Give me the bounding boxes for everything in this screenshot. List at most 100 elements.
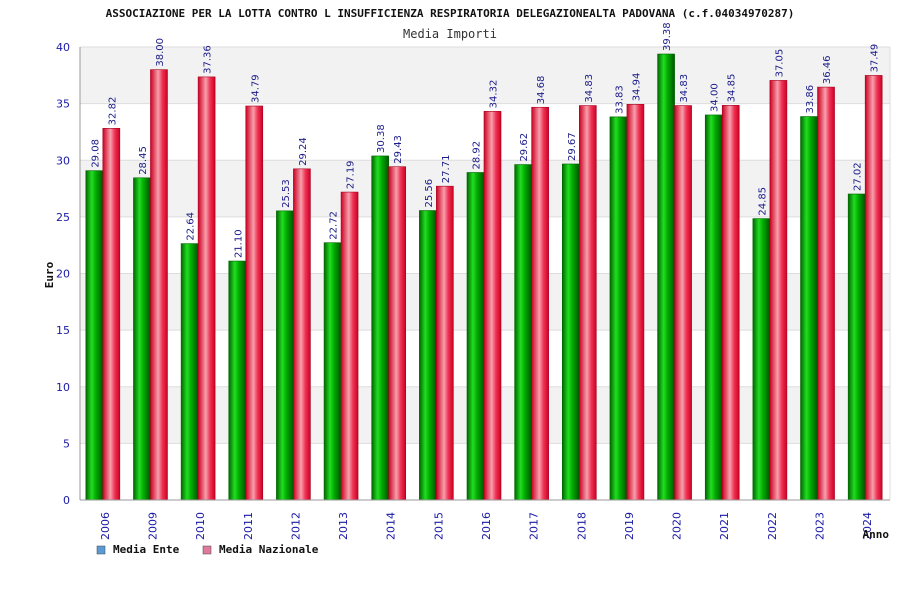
bar-media-nazionale-2014 bbox=[388, 166, 407, 501]
x-tick-label: 2012 bbox=[289, 512, 302, 540]
bar-media-nazionale-2009 bbox=[150, 69, 168, 501]
bar-value-label: 34.85 bbox=[727, 74, 738, 103]
bar-value-label: 32.82 bbox=[107, 97, 118, 126]
chart-title: ASSOCIAZIONE PER LA LOTTA CONTRO L INSUF… bbox=[106, 7, 795, 20]
legend-label-media-nazionale: Media Nazionale bbox=[219, 543, 319, 556]
bar-media-nazionale-2012 bbox=[293, 168, 311, 501]
x-tick-label: 2018 bbox=[575, 512, 588, 540]
bar-media-ente-2010 bbox=[180, 243, 199, 501]
x-tick-label: 2021 bbox=[718, 512, 731, 540]
bar-value-label: 21.10 bbox=[233, 229, 244, 258]
bar-media-ente-2017 bbox=[514, 164, 532, 501]
y-tick-label: 35 bbox=[56, 98, 70, 111]
bar-value-label: 34.00 bbox=[710, 83, 721, 112]
bar-value-label: 30.38 bbox=[376, 124, 387, 153]
y-tick-label: 25 bbox=[56, 211, 70, 224]
bar-media-ente-2013 bbox=[323, 242, 342, 501]
x-tick-label: 2011 bbox=[242, 512, 255, 540]
bar-value-label: 37.05 bbox=[774, 49, 785, 78]
bar-value-label: 27.19 bbox=[346, 160, 357, 189]
bar-media-ente-2006 bbox=[85, 170, 104, 501]
x-tick-label: 2016 bbox=[480, 512, 493, 540]
bar-media-ente-2016 bbox=[466, 172, 485, 501]
bar-media-nazionale-2016 bbox=[483, 111, 502, 501]
y-tick-label: 10 bbox=[56, 381, 70, 394]
bar-value-label: 34.83 bbox=[679, 74, 690, 103]
bar-value-label: 38.00 bbox=[155, 38, 166, 67]
x-tick-label: 2009 bbox=[146, 512, 159, 540]
y-tick-label: 20 bbox=[56, 268, 70, 281]
bar-value-label: 22.64 bbox=[186, 212, 197, 241]
bar-value-label: 27.02 bbox=[853, 162, 864, 191]
bar-value-labels: 29.08 32.82 28.45 38.00 22.64 37.36 21.10 34.79… bbox=[90, 22, 880, 258]
bar-media-ente-2018 bbox=[561, 163, 580, 501]
bar-media-ente-2022 bbox=[752, 218, 771, 501]
bar-media-nazionale-2011 bbox=[245, 105, 264, 501]
bar-value-label: 36.46 bbox=[822, 55, 833, 84]
bar-value-label: 33.83 bbox=[614, 85, 625, 114]
bar-value-label: 34.94 bbox=[631, 73, 642, 102]
bar-value-label: 22.72 bbox=[329, 211, 340, 240]
x-tick-label: 2024 bbox=[861, 512, 874, 540]
bar-value-label: 37.49 bbox=[870, 44, 881, 73]
bar-media-nazionale-2019 bbox=[626, 104, 645, 501]
bar-media-nazionale-2020 bbox=[674, 105, 692, 501]
bar-value-label: 39.38 bbox=[662, 22, 673, 51]
bar-media-nazionale-2017 bbox=[531, 106, 549, 501]
bar-value-label: 34.32 bbox=[489, 80, 500, 109]
bar-media-ente-2019 bbox=[609, 116, 628, 501]
bar-value-label: 34.83 bbox=[584, 74, 595, 103]
bar-value-label: 34.79 bbox=[250, 74, 261, 103]
bar-value-label: 24.85 bbox=[757, 187, 768, 216]
bar-media-nazionale-2023 bbox=[817, 86, 835, 501]
bar-media-nazionale-2021 bbox=[721, 105, 740, 501]
bar-media-ente-2015 bbox=[419, 210, 437, 501]
bar-media-ente-2024 bbox=[847, 193, 866, 501]
legend-swatch-media-nazionale bbox=[202, 545, 212, 555]
x-tick-label: 2017 bbox=[528, 512, 541, 540]
y-tick-label: 5 bbox=[63, 437, 70, 450]
bar-value-label: 29.62 bbox=[519, 133, 530, 162]
bar-value-label: 25.56 bbox=[424, 179, 435, 208]
legend-label-media-ente: Media Ente bbox=[113, 543, 180, 556]
x-tick-label: 2020 bbox=[671, 512, 684, 540]
bar-value-label: 33.86 bbox=[805, 85, 816, 114]
x-tick-label: 2010 bbox=[194, 512, 207, 540]
chart-subtitle: Media Importi bbox=[403, 27, 497, 41]
legend-swatch-media-ente bbox=[96, 545, 106, 555]
bars bbox=[85, 53, 883, 501]
bar-value-label: 29.43 bbox=[393, 135, 404, 164]
y-tick-label: 0 bbox=[63, 494, 70, 507]
y-axis-ticks: 0 5 10 15 20 25 30 35 40 bbox=[56, 41, 70, 507]
bar-value-label: 25.53 bbox=[281, 179, 292, 208]
x-tick-label: 2006 bbox=[99, 512, 112, 540]
bar-media-ente-2021 bbox=[704, 114, 723, 501]
bar-media-ente-2020 bbox=[657, 53, 675, 501]
bar-media-ente-2009 bbox=[133, 177, 151, 501]
bar-value-label: 34.68 bbox=[536, 76, 547, 105]
x-axis-ticks: 2006 2009 2010 2011 2012 2013 2014 2015 2016 2017… bbox=[99, 512, 874, 540]
bar-value-label: 29.67 bbox=[567, 132, 578, 161]
bar-value-label: 28.45 bbox=[138, 146, 149, 175]
x-tick-label: 2019 bbox=[623, 512, 636, 540]
x-tick-label: 2013 bbox=[337, 512, 350, 540]
y-tick-label: 30 bbox=[56, 154, 70, 167]
bar-media-nazionale-2018 bbox=[578, 105, 597, 501]
x-tick-label: 2015 bbox=[432, 512, 445, 540]
bar-value-label: 37.36 bbox=[203, 45, 214, 74]
bar-media-nazionale-2015 bbox=[436, 185, 454, 501]
bar-value-label: 29.24 bbox=[298, 137, 309, 166]
bar-media-ente-2023 bbox=[800, 116, 818, 501]
bar-media-ente-2011 bbox=[228, 260, 247, 501]
bar-value-label: 28.92 bbox=[472, 141, 483, 170]
x-tick-label: 2023 bbox=[814, 512, 827, 540]
bar-media-nazionale-2010 bbox=[197, 76, 216, 501]
x-tick-label: 2022 bbox=[766, 512, 779, 540]
bar-media-ente-2012 bbox=[276, 210, 294, 501]
bar-media-nazionale-2022 bbox=[769, 80, 788, 501]
y-tick-label: 15 bbox=[56, 324, 70, 337]
x-tick-label: 2014 bbox=[385, 512, 398, 540]
bar-media-ente-2014 bbox=[371, 155, 390, 501]
bar-media-nazionale-2013 bbox=[340, 191, 359, 501]
